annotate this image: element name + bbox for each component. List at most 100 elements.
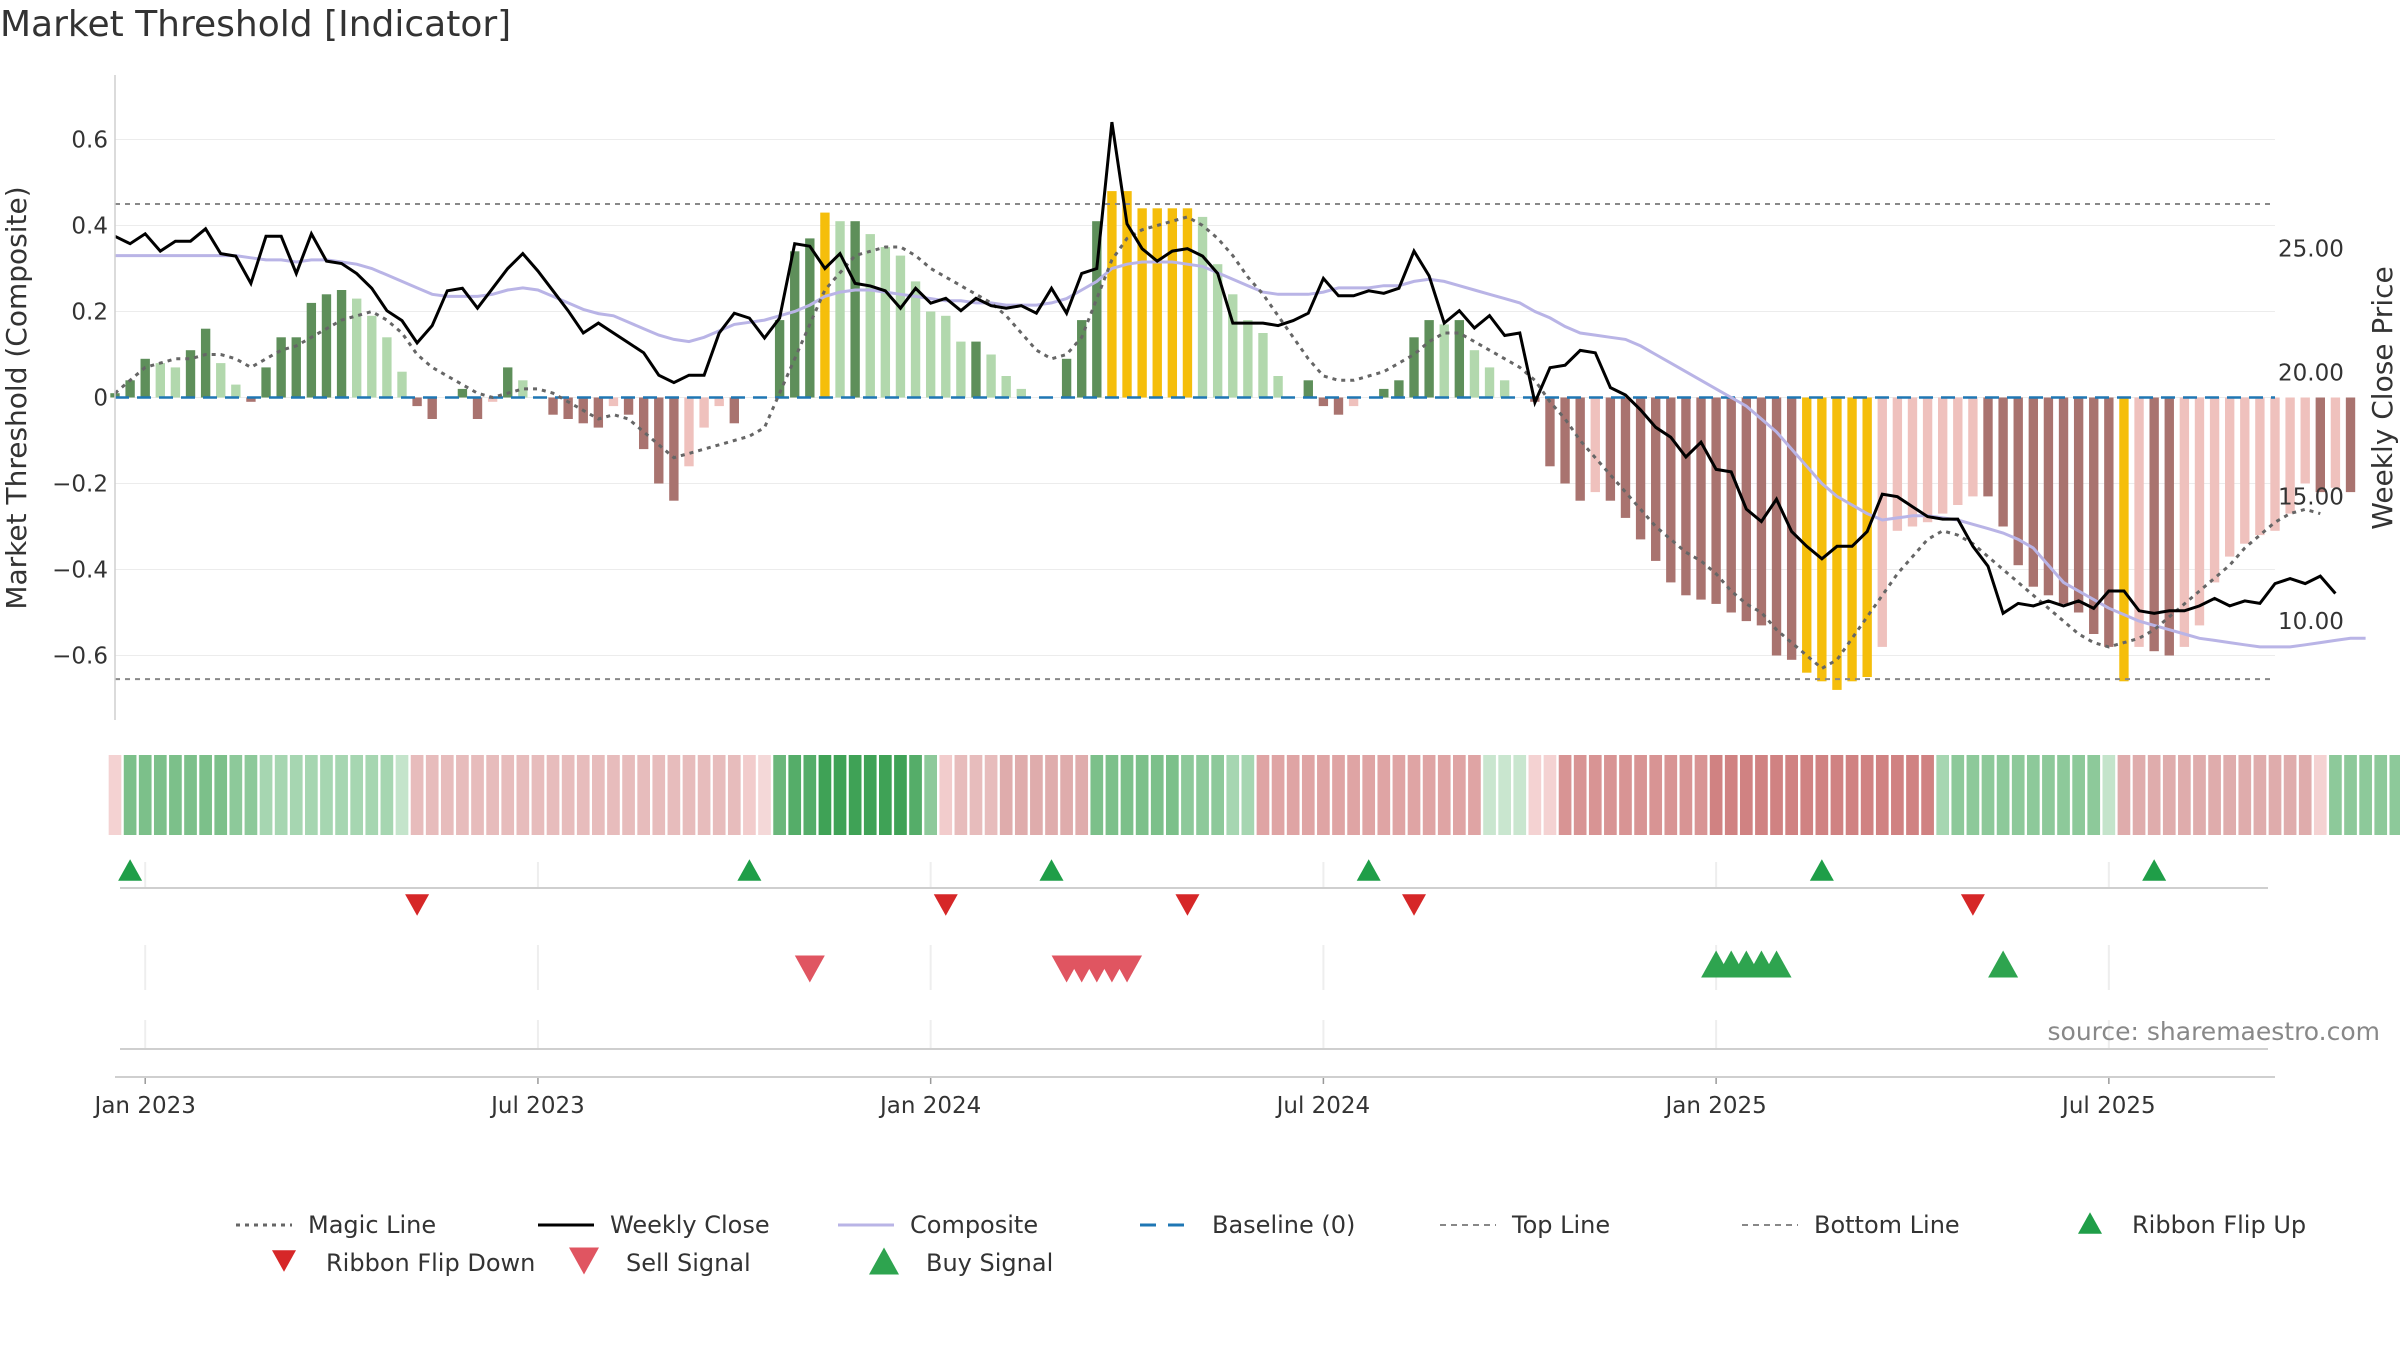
histogram-bar (1575, 397, 1585, 501)
ribbon-cell (1573, 755, 1587, 835)
ribbon-cell (1468, 755, 1481, 835)
histogram-bar (654, 397, 664, 484)
ribbon-cell (2042, 755, 2055, 835)
ribbon-cell (954, 755, 968, 835)
ribbon-cell (984, 755, 998, 835)
ribbon-cell (1075, 755, 1089, 835)
ribbon-cell (1347, 755, 1360, 835)
ribbon-cell (274, 755, 288, 835)
histogram-bar (684, 397, 694, 467)
ribbon-cell (1105, 755, 1119, 835)
histogram-bar (1439, 324, 1449, 398)
histogram-bar (2270, 397, 2280, 531)
histogram-bar (185, 350, 196, 398)
ribbon-cell (2117, 755, 2131, 835)
ribbon-cell (1045, 755, 1058, 835)
legend-item: Bottom Line (1742, 1211, 1960, 1239)
ribbon-cell (2178, 755, 2191, 835)
histogram-bar (1016, 388, 1026, 398)
ribbon-flip-down-marker (933, 894, 958, 916)
ribbon-cell (1981, 755, 1995, 835)
ribbon-cell (1135, 755, 1149, 835)
ribbon-cell (1377, 755, 1391, 835)
buy-signal-marker (1988, 950, 2019, 978)
left-tick-label: 0.6 (71, 128, 108, 154)
histogram-bar (291, 337, 301, 398)
histogram-bar (2330, 397, 2341, 488)
ribbon-cell (682, 755, 696, 835)
ribbon-cell (561, 755, 575, 835)
ribbon-cell (1951, 755, 1965, 835)
ribbon-cell (229, 755, 243, 835)
ribbon-cell (1906, 755, 1919, 835)
histogram-bar (638, 397, 649, 450)
ribbon-cell (1800, 755, 1814, 835)
ribbon-cell (153, 755, 167, 835)
histogram-bar (1681, 397, 1691, 596)
histogram-bar (2089, 397, 2099, 634)
histogram-bar (835, 221, 845, 398)
weekly-close-line (114, 121, 2337, 616)
ribbon-cell (924, 755, 938, 835)
histogram-bar (216, 363, 226, 398)
x-tick-label: Jan 2024 (878, 1093, 981, 1119)
ribbon-cell (486, 755, 499, 835)
ribbon-cell (1120, 755, 1134, 835)
ribbon-cell (2057, 755, 2070, 835)
ribbon-cell (909, 755, 922, 835)
ribbon-flip-down-marker (1960, 894, 1985, 916)
histogram-bar (2345, 397, 2356, 493)
legend-item: Composite (838, 1211, 1038, 1239)
ribbon-cell (2313, 755, 2327, 835)
histogram-bar (971, 341, 981, 398)
legend-item: Ribbon Flip Down (272, 1249, 535, 1277)
ribbon-flip-down-marker (405, 894, 430, 916)
ribbon-cell (1604, 755, 1617, 835)
right-axis-title: Weekly Close Price (2366, 266, 2399, 529)
left-tick-label: −0.4 (52, 558, 108, 584)
legend-item: Weekly Close (538, 1211, 770, 1239)
composite-histogram (110, 191, 2356, 690)
histogram-bar (472, 397, 483, 419)
ribbon-cell (1513, 755, 1527, 835)
ribbon-cell (2253, 755, 2267, 835)
x-tick-label: Jul 2025 (2060, 1093, 2156, 1119)
legend-label: Top Line (1511, 1211, 1610, 1239)
histogram-bar (729, 397, 739, 424)
histogram-bar (457, 388, 468, 398)
ribbon-cell (1090, 755, 1104, 835)
ribbon-cell (1271, 755, 1285, 835)
ribbon-cell (425, 755, 439, 835)
legend: Magic Line Weekly Close Composite Baseline … (236, 1211, 2306, 1277)
histogram-bar (1243, 320, 1253, 398)
axes: 0.6 0.4 0.2 0 −0.2 −0.4 −0.6 25.00 20.00 15.00 10.… (0, 75, 2399, 720)
histogram-bar (1605, 397, 1616, 501)
histogram-bar (1771, 397, 1782, 656)
ribbon-cell (2072, 755, 2085, 835)
histogram-bar (2073, 397, 2084, 613)
histogram-bar (140, 358, 150, 398)
left-axis-title: Market Threshold (Composite) (0, 186, 33, 609)
histogram-bar (1983, 397, 1993, 497)
legend-item: Baseline (0) (1140, 1211, 1355, 1239)
ribbon-cell (546, 755, 560, 835)
ribbon-cell (1755, 755, 1768, 835)
ribbon-cell (637, 755, 651, 835)
histogram-bar (306, 302, 317, 398)
histogram-bar (2164, 397, 2174, 656)
ribbon-cell (471, 755, 484, 835)
histogram-bar (276, 337, 286, 398)
histogram-bar (2058, 397, 2069, 604)
left-tick-label: 0.2 (71, 300, 108, 326)
ribbon-cell (2389, 755, 2400, 835)
histogram-bar (865, 234, 875, 398)
ribbon-cell (894, 755, 907, 835)
histogram-bar (1938, 397, 1948, 514)
histogram-bar (956, 341, 966, 398)
legend-swatch (869, 1247, 899, 1275)
ribbon-cell (2329, 755, 2342, 835)
histogram-bar (1998, 397, 2008, 527)
ribbon-cell (1211, 755, 1225, 835)
ribbon-cell (2208, 755, 2221, 835)
